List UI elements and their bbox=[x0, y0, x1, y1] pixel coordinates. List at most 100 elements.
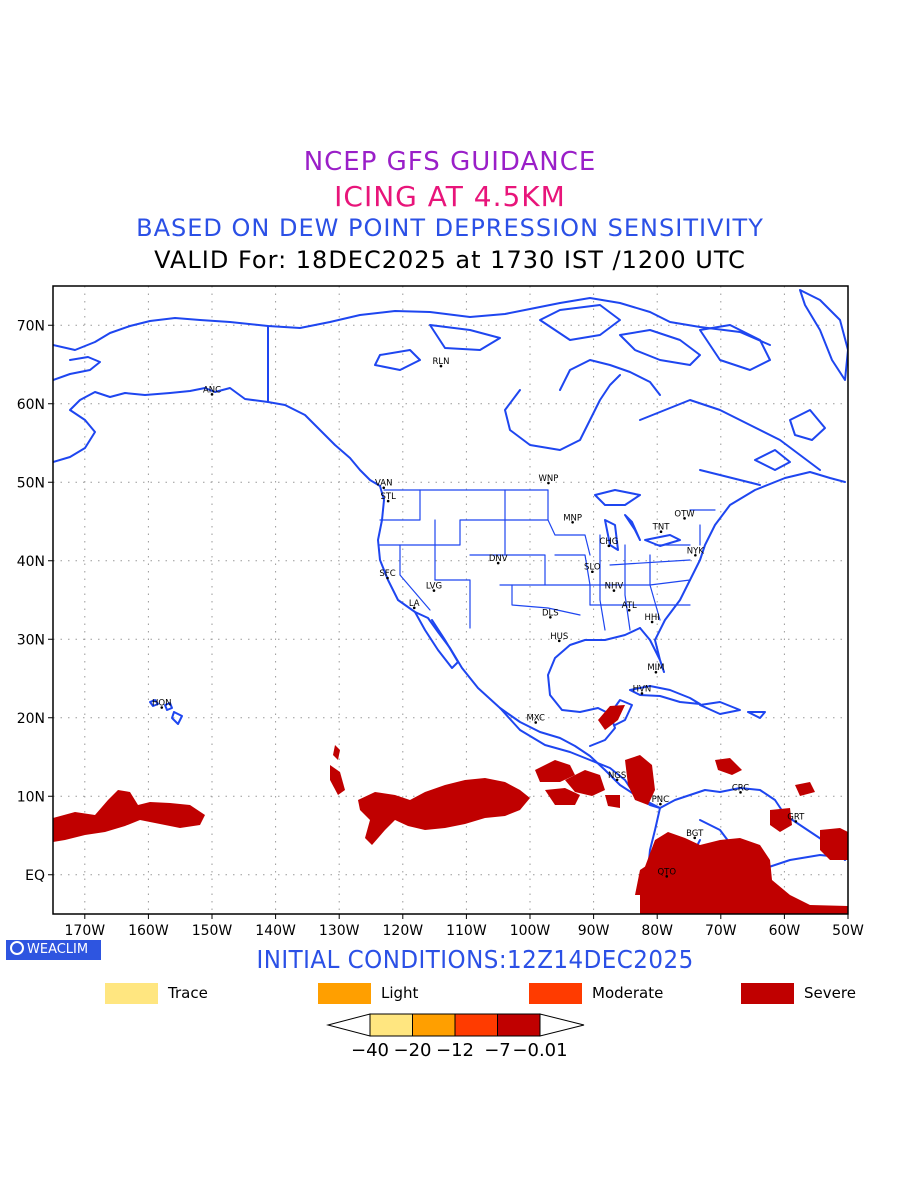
svg-text:OTW: OTW bbox=[674, 509, 695, 519]
lon-tick-label: 170W bbox=[65, 923, 106, 939]
svg-text:MNP: MNP bbox=[563, 513, 582, 523]
svg-text:DLS: DLS bbox=[542, 608, 559, 618]
colorbar-right-arrow bbox=[539, 1013, 585, 1037]
station-grt: GRT bbox=[787, 812, 805, 823]
station-dls: DLS bbox=[542, 608, 559, 619]
station-hus: HUS bbox=[550, 632, 568, 643]
svg-text:RLN: RLN bbox=[432, 357, 449, 367]
station-dnv: DNV bbox=[489, 554, 508, 565]
station-la: LA bbox=[409, 599, 420, 610]
coastlines-and-borders bbox=[53, 289, 848, 914]
svg-text:BGT: BGT bbox=[686, 829, 704, 839]
colorbar: −40 −20 −12 −7 −0.01 bbox=[326, 1013, 585, 1061]
svg-text:MIM: MIM bbox=[647, 663, 664, 673]
station-lvg: LVG bbox=[426, 582, 442, 592]
svg-text:QTO: QTO bbox=[657, 867, 676, 877]
colorbar-left-arrow bbox=[326, 1013, 371, 1037]
legend-swatch-severe bbox=[741, 983, 794, 1004]
lat-tick-label: 50N bbox=[17, 475, 45, 491]
legend-label-trace: Trace bbox=[168, 984, 208, 1002]
svg-text:MXC: MXC bbox=[526, 713, 545, 723]
latitude-labels: 70N 60N 50N 40N 30N 20N 10N EQ bbox=[17, 318, 45, 884]
lon-tick-label: 60W bbox=[769, 923, 801, 939]
station-mnp: MNP bbox=[563, 513, 582, 524]
colorbar-label: −40 bbox=[351, 1040, 389, 1061]
station-nyk: NYK bbox=[687, 546, 704, 557]
svg-text:PNC: PNC bbox=[652, 795, 669, 805]
lat-tick-label: 70N bbox=[17, 318, 45, 334]
svg-text:LVG: LVG bbox=[426, 582, 442, 592]
lat-tick-label: 40N bbox=[17, 554, 45, 570]
station-qto: QTO bbox=[657, 867, 676, 878]
colorbar-label: −12 bbox=[436, 1040, 474, 1061]
legend-label-severe: Severe bbox=[804, 984, 856, 1002]
colorbar-segment bbox=[369, 1013, 413, 1037]
title-valid-time: VALID For: 18DEC2025 at 1730 IST /1200 U… bbox=[154, 246, 746, 274]
station-anc: ANC bbox=[203, 385, 221, 396]
svg-text:LA: LA bbox=[409, 599, 420, 609]
svg-text:CRC: CRC bbox=[732, 783, 749, 793]
svg-text:HUS: HUS bbox=[550, 632, 568, 642]
colorbar-label: −7 bbox=[484, 1040, 511, 1061]
lat-tick-label: 30N bbox=[17, 632, 45, 648]
station-nhv: NHV bbox=[605, 582, 624, 592]
lon-tick-label: 110W bbox=[446, 923, 487, 939]
longitude-labels: 170W 160W 150W 140W 130W 120W 110W 100W 90W 80W 70… bbox=[65, 923, 864, 939]
lat-tick-label: 20N bbox=[17, 711, 45, 727]
legend-swatch-light bbox=[318, 983, 371, 1004]
svg-text:SLO: SLO bbox=[584, 563, 601, 573]
station-bgt: BGT bbox=[686, 829, 704, 840]
lon-tick-label: 150W bbox=[192, 923, 233, 939]
lon-tick-label: 70W bbox=[705, 923, 737, 939]
lon-tick-label: 100W bbox=[510, 923, 551, 939]
title-model: NCEP GFS GUIDANCE bbox=[303, 147, 597, 177]
station-chg: CHG bbox=[599, 537, 618, 548]
svg-text:NHV: NHV bbox=[605, 582, 624, 592]
svg-text:NGS: NGS bbox=[608, 771, 626, 781]
colorbar-label: −0.01 bbox=[512, 1040, 567, 1061]
svg-text:ANC: ANC bbox=[203, 385, 221, 395]
station-hon: HON bbox=[152, 699, 171, 709]
svg-text:VAN: VAN bbox=[375, 479, 392, 489]
logo-text: WEACLIM bbox=[27, 942, 89, 957]
svg-text:HON: HON bbox=[152, 699, 171, 709]
legend-swatch-trace bbox=[105, 983, 158, 1004]
lat-tick-label: EQ bbox=[25, 868, 45, 884]
svg-text:SFC: SFC bbox=[379, 569, 395, 579]
lat-tick-label: 60N bbox=[17, 397, 45, 413]
station-mxc: MXC bbox=[526, 713, 545, 724]
station-slo: SLO bbox=[584, 563, 601, 574]
station-wnp: WNP bbox=[538, 474, 558, 485]
legend-swatch-moderate bbox=[529, 983, 582, 1004]
svg-text:HHI: HHI bbox=[644, 613, 659, 623]
title-method: BASED ON DEW POINT DEPRESSION SENSITIVIT… bbox=[136, 214, 764, 242]
lon-tick-label: 160W bbox=[128, 923, 169, 939]
station-hvn: HVN bbox=[633, 684, 651, 695]
station-rln: RLN bbox=[432, 357, 449, 368]
map-frame bbox=[52, 285, 849, 915]
station-hhi: HHI bbox=[644, 613, 660, 624]
svg-text:GRT: GRT bbox=[787, 812, 805, 822]
station-ngs: NGS bbox=[608, 771, 626, 782]
lon-tick-label: 140W bbox=[255, 923, 296, 939]
weaclim-logo: WEACLIM bbox=[6, 940, 101, 960]
station-stl: STL bbox=[381, 492, 397, 503]
station-otw: OTW bbox=[674, 509, 695, 520]
station-crc: CRC bbox=[732, 783, 749, 794]
station-mim: MIM bbox=[647, 663, 665, 674]
lat-tick-label: 10N bbox=[17, 789, 45, 805]
initial-conditions: INITIAL CONDITIONS:12Z14DEC2025 bbox=[256, 945, 694, 974]
colorbar-segment bbox=[497, 1013, 541, 1037]
svg-text:DNV: DNV bbox=[489, 554, 508, 564]
icing-severity-regions bbox=[53, 705, 848, 914]
lon-tick-label: 130W bbox=[319, 923, 360, 939]
legend-label-moderate: Moderate bbox=[592, 984, 664, 1002]
svg-text:STL: STL bbox=[381, 492, 397, 502]
legend-label-light: Light bbox=[381, 984, 419, 1002]
svg-text:TNT: TNT bbox=[652, 523, 671, 533]
svg-text:ATL: ATL bbox=[622, 601, 637, 611]
lon-tick-label: 120W bbox=[383, 923, 424, 939]
colorbar-segment bbox=[412, 1013, 456, 1037]
